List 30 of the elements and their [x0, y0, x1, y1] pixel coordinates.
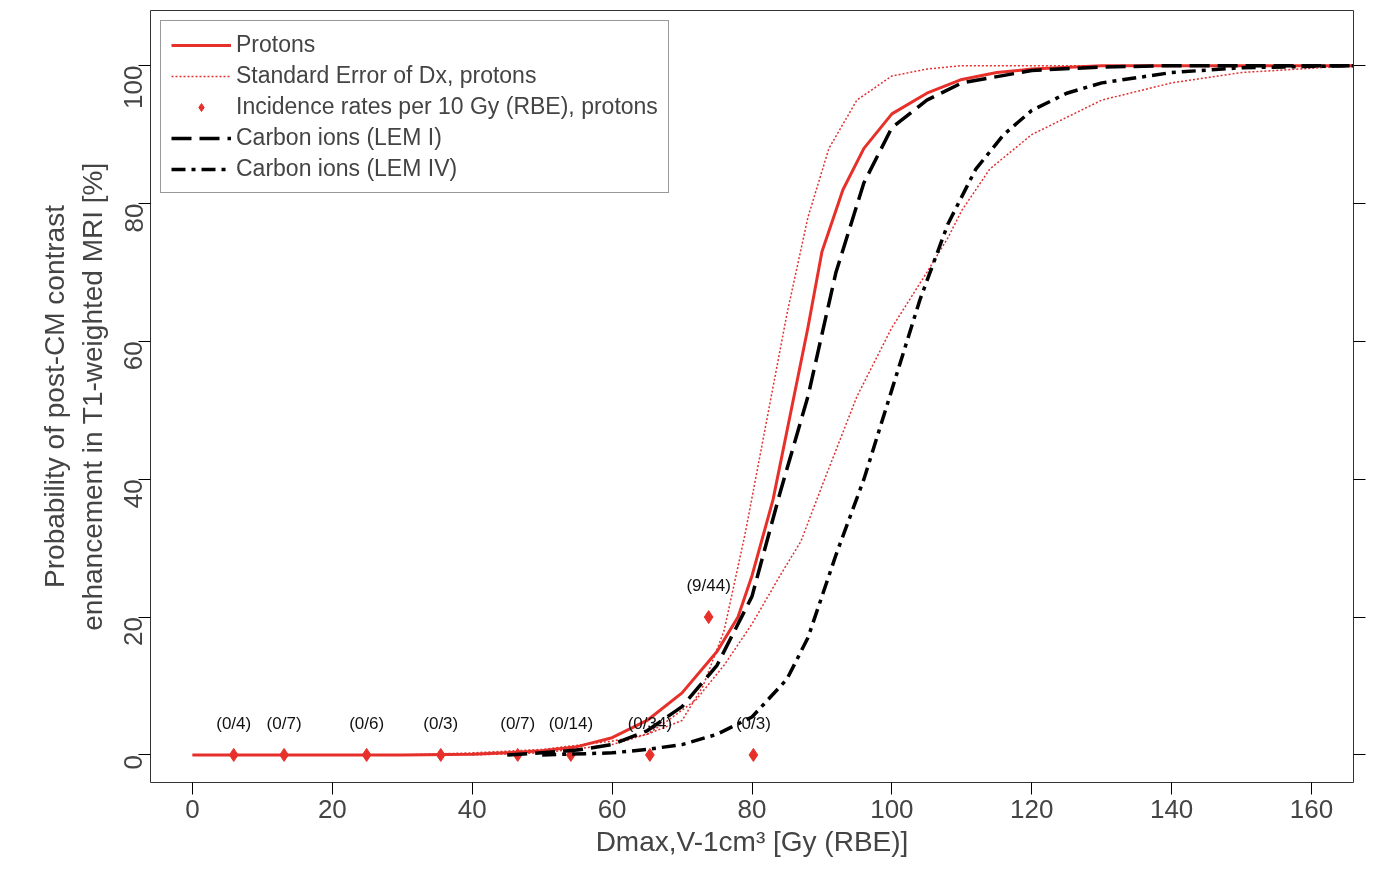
x-tick-label: 160: [1289, 793, 1334, 824]
legend-label: Standard Error of Dx, protons: [236, 62, 537, 89]
legend-label: Protons: [236, 31, 316, 58]
legend-label: Carbon ions (LEM IV): [236, 155, 458, 182]
legend-label: Incidence rates per 10 Gy (RBE), protons: [236, 93, 658, 120]
annotation: (9/44): [686, 576, 731, 596]
x-tick-label: 0: [185, 793, 200, 824]
annotation: (0/3): [735, 713, 771, 733]
y-tick-label: 0: [118, 754, 149, 770]
y-tick-label: 20: [118, 617, 149, 646]
x-tick-label: 40: [457, 793, 487, 824]
x-axis-title: Dmax,V-1cm³ [Gy (RBE)]: [595, 825, 909, 857]
x-tick-label: 120: [1010, 793, 1054, 824]
y-axis-title: Probability of post-CM contrast enhancement in T1-weighted MRI [%]: [39, 162, 108, 631]
annotation: (0/4): [216, 713, 252, 733]
annotation: (0/3): [423, 713, 459, 733]
annotation: (0/7): [500, 713, 536, 733]
x-tick-label: 100: [870, 793, 914, 824]
y-tick-label: 80: [118, 203, 149, 233]
x-tick-label: 20: [317, 793, 347, 824]
y-tick-label: 60: [118, 341, 149, 371]
x-tick-label: 60: [597, 793, 627, 824]
annotation: (0/7): [266, 713, 302, 733]
annotation: (0/14): [548, 713, 594, 733]
x-tick-label: 140: [1149, 793, 1194, 824]
legend-label: Carbon ions (LEM I): [236, 124, 442, 151]
y-tick-label: 40: [118, 479, 149, 509]
y-tick-label: 100: [118, 65, 149, 110]
annotation: (0/6): [349, 713, 385, 733]
x-tick-label: 80: [737, 793, 767, 824]
